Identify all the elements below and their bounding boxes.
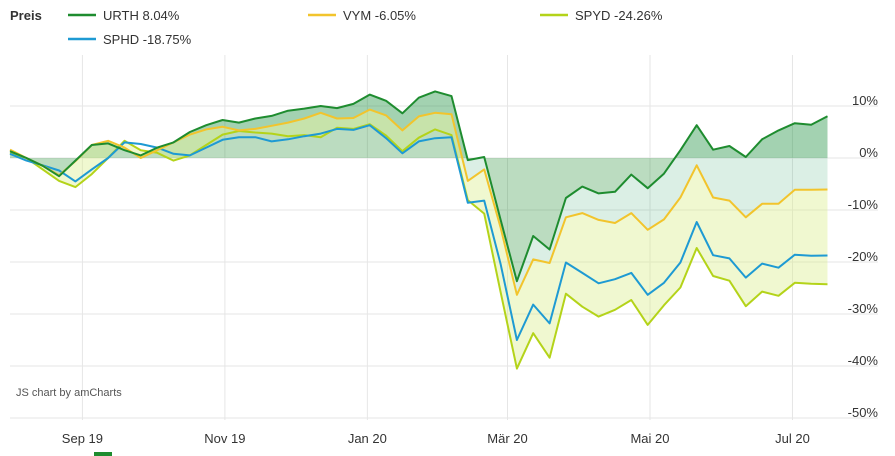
y-axis: 10% 0% -10% -20% -30% -40% -50%: [848, 93, 879, 420]
line-vym[interactable]: [9, 108, 828, 296]
y-tick-label: -50%: [848, 405, 879, 420]
legend-label-vym: VYM -6.05%: [343, 8, 416, 23]
legend-label-sphd: SPHD -18.75%: [103, 32, 192, 47]
x-tick-label: Mär 20: [487, 431, 527, 446]
y-tick-label: -10%: [848, 197, 879, 212]
y-tick-label: 10%: [852, 93, 878, 108]
series-areas: [10, 91, 828, 369]
x-tick-label: Nov 19: [204, 431, 245, 446]
legend-label-urth: URTH 8.04%: [103, 8, 180, 23]
legend: Preis URTH 8.04% VYM -6.05% SPYD -24.26%…: [10, 8, 663, 47]
y-tick-label: -40%: [848, 353, 879, 368]
line-spyd[interactable]: [9, 123, 828, 370]
line-sphd[interactable]: [9, 124, 828, 341]
legend-item-vym[interactable]: VYM -6.05%: [308, 8, 416, 23]
line-urth[interactable]: [9, 90, 828, 283]
legend-item-sphd[interactable]: SPHD -18.75%: [68, 32, 192, 47]
scrollbar-grip[interactable]: [94, 452, 112, 456]
x-tick-label: Sep 19: [62, 431, 103, 446]
x-tick-label: Jan 20: [348, 431, 387, 446]
legend-label-spyd: SPYD -24.26%: [575, 8, 663, 23]
area-vym: [10, 91, 828, 295]
y-tick-label: 0%: [859, 145, 878, 160]
legend-item-urth[interactable]: URTH 8.04%: [68, 8, 180, 23]
chart-credit[interactable]: JS chart by amCharts: [16, 387, 122, 399]
x-axis: Sep 19 Nov 19 Jan 20 Mär 20 Mai 20 Jul 20: [62, 431, 810, 446]
chart-title: Preis: [10, 8, 42, 23]
y-tick-label: -30%: [848, 301, 879, 316]
series-lines: [9, 90, 828, 370]
grid: [10, 55, 878, 420]
legend-item-spyd[interactable]: SPYD -24.26%: [540, 8, 663, 23]
y-tick-label: -20%: [848, 249, 879, 264]
x-tick-label: Mai 20: [630, 431, 669, 446]
x-tick-label: Jul 20: [775, 431, 810, 446]
